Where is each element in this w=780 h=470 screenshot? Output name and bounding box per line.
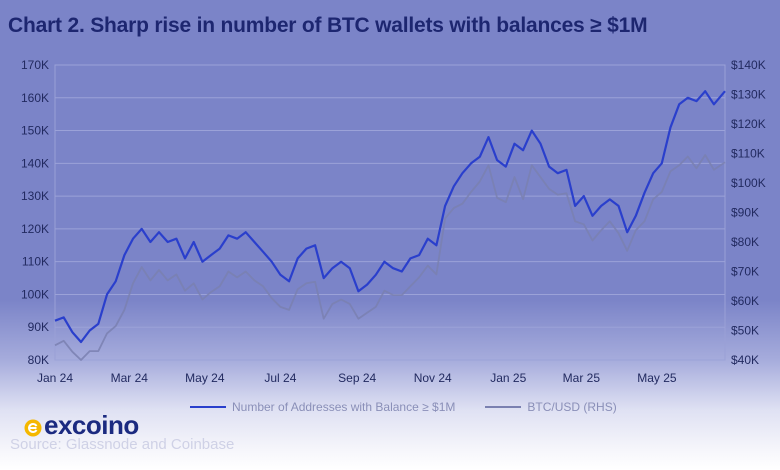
y-right-tick-label: $90K (731, 206, 759, 220)
y-right-tick-label: $110K (731, 147, 765, 161)
chart-title: Chart 2. Sharp rise in number of BTC wal… (8, 14, 648, 37)
y-right-tick-label: $130K (731, 88, 766, 102)
y-right-tick-label: $120K (731, 117, 766, 131)
y-left-tick-label: 110K (22, 255, 49, 269)
y-left-tick-label: 90K (28, 320, 49, 334)
y-right-tick-label: $40K (731, 353, 759, 367)
x-tick-label: May 25 (637, 371, 677, 385)
x-tick-label: Jan 25 (490, 371, 526, 385)
x-tick-label: Sep 24 (338, 371, 376, 385)
y-right-tick-label: $80K (731, 235, 759, 249)
y-left-tick-label: 80K (28, 353, 49, 367)
x-tick-label: Mar 25 (563, 371, 601, 385)
x-tick-label: Jan 24 (37, 371, 73, 385)
y-right-tick-label: $70K (731, 265, 759, 279)
y-left-tick-label: 100K (21, 287, 49, 301)
x-tick-label: May 24 (185, 371, 225, 385)
chart-legend: Number of Addresses with Balance ≥ $1M B… (190, 400, 617, 414)
y-right-tick-label: $100K (731, 176, 766, 190)
brand-logo: excoino (22, 410, 139, 441)
source-note: Source: Glassnode and Coinbase (10, 436, 235, 453)
series-line-addresses (54, 90, 726, 344)
legend-item-btc: BTC/USD (RHS) (485, 400, 617, 414)
y-left-tick-label: 150K (21, 124, 49, 138)
y-left-tick-label: 170K (21, 58, 49, 72)
series-line-btc (54, 154, 726, 361)
y-right-tick-label: $60K (731, 294, 759, 308)
bitcoin-coin-icon (22, 413, 44, 439)
x-tick-label: Nov 24 (414, 371, 452, 385)
y-left-tick-label: 120K (21, 222, 49, 236)
y-right-tick-label: $140K (731, 58, 766, 72)
legend-label-addresses: Number of Addresses with Balance ≥ $1M (232, 400, 456, 414)
legend-label-btc: BTC/USD (RHS) (527, 400, 617, 414)
y-right-tick-label: $50K (731, 324, 759, 338)
x-tick-label: Jul 24 (264, 371, 296, 385)
y-left-tick-label: 140K (21, 156, 49, 170)
plot-frame (54, 64, 726, 361)
legend-item-addresses: Number of Addresses with Balance ≥ $1M (190, 400, 455, 414)
brand-name: excoino (44, 410, 139, 440)
y-left-tick-label: 160K (21, 91, 49, 105)
legend-swatch-addresses (190, 406, 226, 408)
y-left-tick-label: 130K (21, 189, 49, 203)
legend-swatch-btc (485, 406, 522, 408)
x-tick-label: Mar 24 (111, 371, 149, 385)
